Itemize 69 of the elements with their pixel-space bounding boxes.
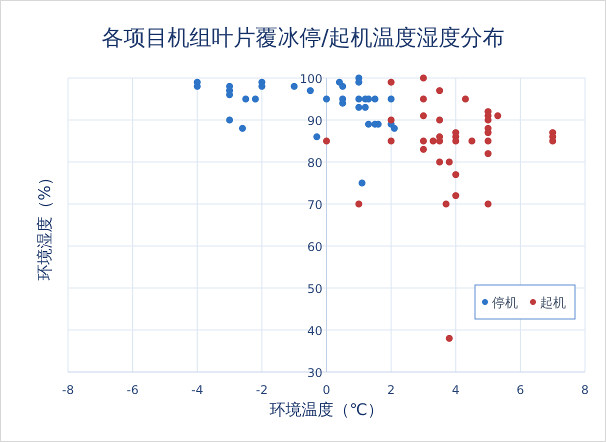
point	[226, 116, 234, 124]
point	[388, 78, 395, 86]
y-tick-label: 80	[307, 156, 322, 170]
point	[355, 200, 362, 208]
x-tick-label: 2	[387, 383, 395, 397]
point	[420, 96, 427, 102]
point	[452, 192, 460, 200]
point	[238, 124, 246, 132]
legend-label: 起机	[540, 296, 566, 311]
point	[323, 96, 330, 102]
point	[446, 158, 453, 166]
y-axis-title: 环境湿度（%）	[35, 169, 54, 281]
point	[436, 87, 444, 94]
point	[242, 96, 250, 102]
point	[436, 158, 444, 166]
chart-title: 各项目机组叶片覆冰停/起机温度湿度分布	[101, 26, 505, 51]
point	[494, 112, 502, 120]
x-tick-label: 0	[322, 383, 330, 397]
point	[365, 120, 372, 128]
x-tick-label: 4	[452, 383, 460, 397]
x-tick-label: -6	[126, 383, 139, 397]
point	[420, 112, 427, 120]
y-tick-label: 100	[300, 72, 322, 86]
point	[452, 171, 460, 178]
point	[252, 96, 259, 102]
point	[452, 138, 460, 144]
y-tick-label: 30	[307, 366, 322, 380]
point	[388, 138, 395, 144]
point	[446, 334, 453, 342]
point	[420, 146, 427, 153]
x-tick-label: -4	[191, 383, 204, 397]
x-axis-title: 环境温度（℃）	[270, 400, 384, 419]
y-tick-label: 40	[307, 324, 322, 338]
point	[371, 96, 378, 102]
point	[388, 96, 395, 102]
point	[430, 138, 437, 144]
point	[355, 104, 362, 111]
point	[484, 116, 492, 124]
point	[420, 138, 427, 144]
point	[313, 133, 320, 140]
point	[484, 200, 492, 208]
point	[306, 87, 314, 94]
point	[362, 104, 369, 111]
point	[549, 138, 556, 144]
legend-label: 停机	[492, 296, 518, 311]
point	[323, 138, 330, 144]
point	[436, 116, 444, 124]
x-tick-label: 8	[581, 383, 589, 397]
point	[388, 116, 395, 124]
point	[442, 200, 450, 208]
point	[484, 129, 492, 136]
point	[468, 138, 476, 144]
y-tick-label: 70	[307, 198, 322, 212]
x-tick-label: -8	[62, 383, 74, 397]
point	[290, 82, 298, 90]
y-tick-label: 60	[307, 240, 322, 254]
point	[420, 74, 427, 82]
y-tick-label: 90	[307, 114, 322, 128]
point	[484, 138, 492, 144]
x-tick-label: 6	[516, 383, 524, 397]
point	[436, 138, 444, 144]
point	[355, 96, 362, 102]
point	[462, 96, 469, 102]
point	[390, 124, 398, 132]
point	[484, 150, 492, 158]
y-tick-label: 50	[307, 282, 322, 296]
point	[358, 180, 366, 186]
point	[339, 82, 346, 90]
x-tick-label: -2	[256, 383, 268, 397]
